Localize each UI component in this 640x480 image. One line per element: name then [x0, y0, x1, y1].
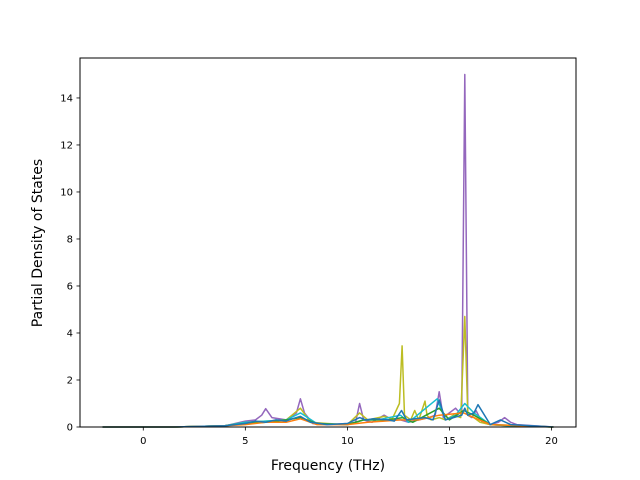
series-line-2 [102, 315, 554, 428]
x-tick-label: 10 [341, 436, 354, 447]
y-tick-label: 14 [60, 93, 73, 104]
x-tick-label: 0 [140, 436, 146, 447]
x-tick-label: 5 [242, 436, 248, 447]
y-tick-label: 6 [67, 281, 73, 292]
y-tick-label: 8 [67, 234, 73, 245]
x-axis-label: Frequency (THz) [271, 458, 385, 474]
y-tick-label: 12 [60, 140, 73, 151]
x-tick-label: 15 [443, 436, 456, 447]
series-layer [102, 73, 554, 428]
y-axis-ticks: 0 2 4 6 8 10 12 14 [60, 93, 80, 434]
y-tick-label: 2 [67, 375, 73, 386]
y-axis-label: Partial Density of States [30, 159, 46, 327]
plot-frame [79, 57, 577, 428]
y-tick-label: 0 [67, 423, 73, 434]
y-tick-label: 4 [67, 328, 73, 339]
x-tick-label: 20 [545, 436, 558, 447]
series-line-6 [102, 399, 554, 428]
y-tick-label: 10 [60, 187, 73, 198]
x-axis-ticks: 0 5 10 15 20 [140, 427, 558, 447]
